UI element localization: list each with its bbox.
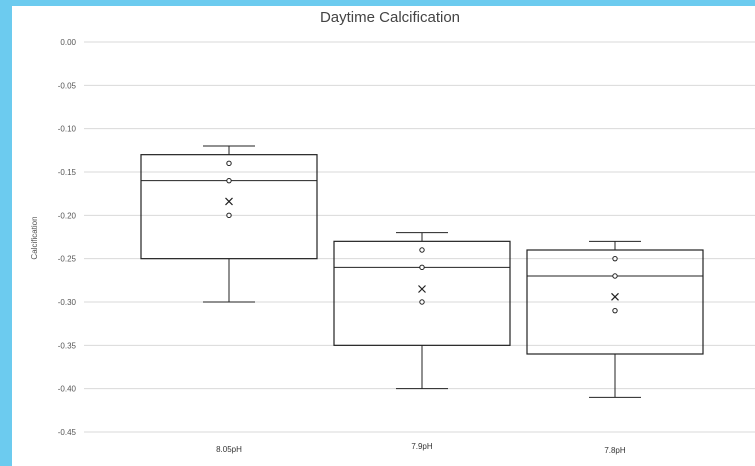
data-point [612, 273, 618, 279]
data-point [419, 264, 425, 271]
y-tick-label: -0.35 [58, 341, 77, 350]
chart-frame [12, 6, 755, 466]
box-7.8pH [526, 240, 704, 398]
y-tick-label: -0.05 [58, 81, 77, 90]
box-iqr [140, 154, 318, 260]
data-point [226, 212, 232, 219]
box-8.05pH [140, 145, 318, 303]
x-category-label: 7.8pH [604, 446, 626, 455]
box-iqr [526, 249, 704, 355]
x-axis-categories: 8.05pH 7.9pH 7.8pH [216, 442, 626, 455]
y-axis-ticks: 0.00 -0.05 -0.10 -0.15 -0.20 -0.25 -0.30 -0.35 -… [58, 38, 77, 437]
y-tick-label: -0.10 [58, 125, 77, 134]
data-point [226, 177, 232, 184]
y-tick-label: -0.25 [58, 255, 77, 264]
y-tick-label: -0.40 [58, 385, 77, 394]
gridlines [84, 41, 755, 433]
data-point [612, 307, 618, 314]
box-7.9pH [333, 232, 511, 390]
chart-title: Daytime Calcification [319, 9, 461, 26]
y-tick-label: -0.30 [58, 298, 77, 307]
data-point [612, 255, 618, 262]
y-tick-label: 0.00 [60, 38, 76, 47]
mean-marker [611, 292, 619, 301]
y-tick-label: -0.20 [58, 211, 77, 220]
mean-marker [418, 285, 426, 293]
data-point [419, 247, 425, 253]
data-point [226, 160, 232, 167]
boxes [140, 145, 704, 398]
data-point [419, 299, 425, 305]
box-iqr [333, 240, 511, 346]
y-tick-label: -0.45 [58, 428, 77, 437]
y-tick-label: -0.15 [58, 168, 77, 177]
y-axis-label: Calcification [30, 216, 39, 259]
x-category-label: 8.05pH [216, 445, 242, 454]
x-category-label: 7.9pH [411, 442, 433, 451]
mean-marker [225, 197, 233, 206]
